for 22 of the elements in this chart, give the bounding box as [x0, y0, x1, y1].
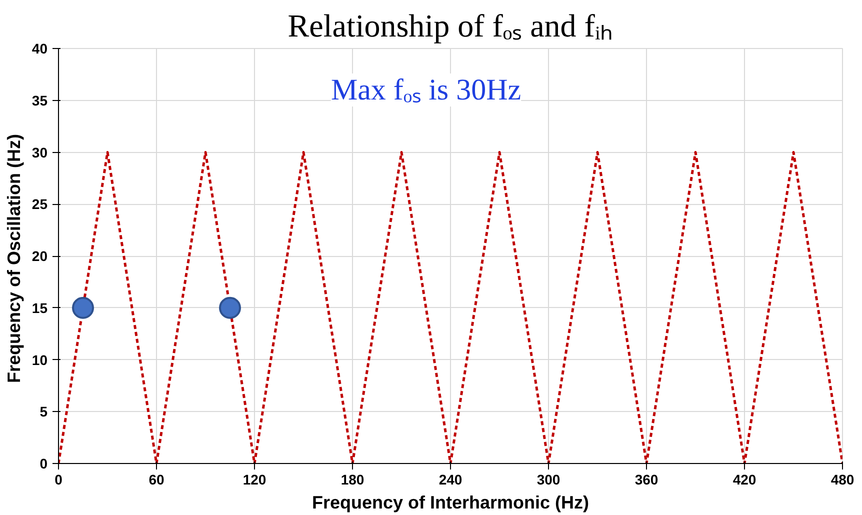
y-tick-label: 25 — [32, 196, 48, 212]
y-tick-label: 30 — [32, 144, 48, 160]
x-tick-label: 420 — [732, 472, 756, 488]
x-tick-label: 240 — [438, 472, 462, 488]
y-tick-label: 5 — [40, 404, 48, 420]
y-axis-title: Frequency of Oscillation (Hz) — [4, 134, 24, 384]
x-tick-label: 300 — [536, 472, 560, 488]
chart-title: Relationship of fₒₛ and fᵢₕ — [288, 8, 614, 44]
y-tick-label: 35 — [32, 92, 48, 108]
y-tick-label: 20 — [32, 248, 48, 264]
y-tick-label: 10 — [32, 352, 48, 368]
x-tick-label: 480 — [830, 472, 854, 488]
y-tick-label: 0 — [40, 456, 48, 472]
y-tick-label: 15 — [32, 300, 48, 316]
x-tick-label: 120 — [242, 472, 266, 488]
x-axis-title: Frequency of Interharmonic (Hz) — [312, 492, 590, 512]
x-tick-label: 180 — [340, 472, 364, 488]
y-tick-label: 40 — [32, 40, 48, 56]
x-tick-label: 0 — [54, 472, 63, 488]
annotation: Max fₒₛ is 30Hz — [330, 74, 522, 106]
x-tick-label: 60 — [148, 472, 164, 488]
x-tick-label: 360 — [634, 472, 658, 488]
